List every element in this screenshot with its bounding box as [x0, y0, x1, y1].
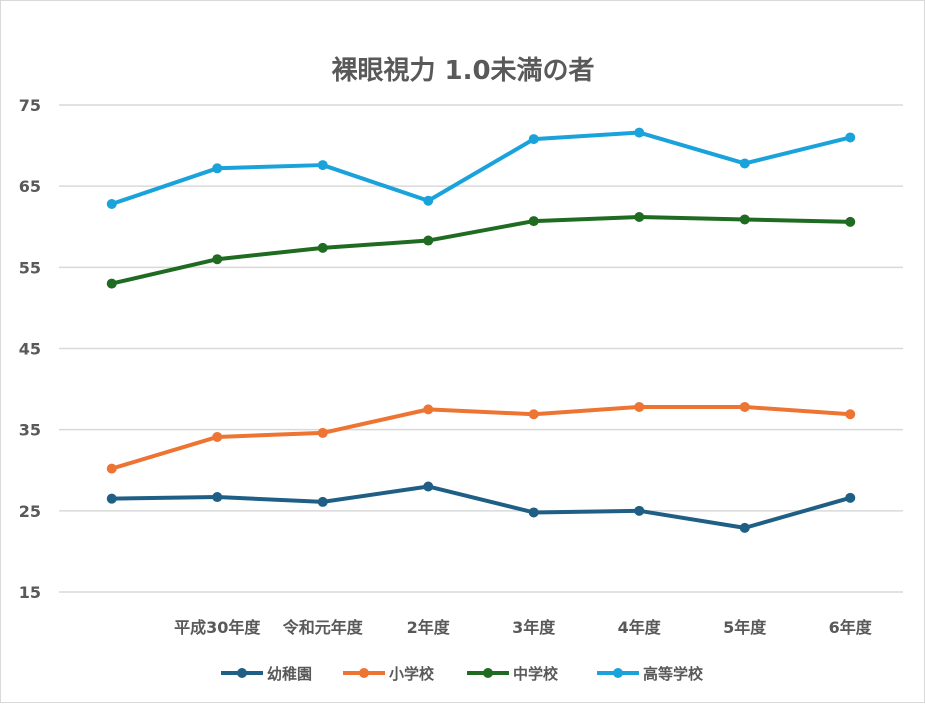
legend-item: 小学校 — [343, 665, 435, 683]
legend-label: 中学校 — [513, 665, 559, 683]
data-point — [212, 492, 223, 503]
legend-label: 幼稚園 — [267, 665, 312, 683]
data-point — [423, 235, 434, 246]
data-point — [212, 163, 223, 174]
data-point — [528, 216, 539, 227]
x-tick-label: 5年度 — [723, 618, 767, 637]
legend-marker — [483, 668, 493, 678]
data-point — [739, 401, 750, 412]
data-point — [634, 212, 645, 223]
y-tick-label: 65 — [19, 177, 41, 196]
y-tick-label: 45 — [19, 340, 41, 359]
series-line — [111, 404, 851, 471]
series-1 — [106, 401, 856, 474]
y-tick-label: 15 — [19, 583, 41, 602]
legend-marker — [359, 668, 369, 678]
y-tick-label: 55 — [19, 258, 41, 277]
data-point — [106, 463, 117, 474]
x-tick-label: 6年度 — [829, 618, 873, 637]
series-line — [111, 484, 851, 530]
legend-marker — [237, 668, 247, 678]
data-point — [106, 199, 117, 210]
y-tick-label: 35 — [19, 421, 41, 440]
series-2 — [106, 212, 856, 289]
data-point — [317, 427, 328, 438]
legend-marker — [613, 668, 623, 678]
x-tick-label: 4年度 — [618, 618, 662, 637]
legend-item: 高等学校 — [597, 665, 704, 683]
data-point — [423, 481, 434, 492]
y-tick-label: 75 — [19, 96, 41, 115]
data-point — [106, 278, 117, 289]
data-point — [634, 505, 645, 516]
legend-item: 中学校 — [467, 665, 559, 683]
data-point — [845, 409, 856, 420]
data-point — [528, 134, 539, 145]
chart-title: 裸眼視力 1.0未満の者 — [331, 56, 594, 86]
data-point — [845, 132, 856, 143]
data-point — [423, 195, 434, 206]
data-point — [423, 404, 434, 415]
x-tick-label: 3年度 — [512, 618, 556, 637]
data-point — [634, 401, 645, 412]
data-point — [739, 158, 750, 169]
legend-item: 幼稚園 — [221, 665, 312, 683]
series-line — [111, 130, 851, 206]
series-0 — [106, 481, 856, 533]
legend-label: 高等学校 — [643, 665, 704, 683]
data-point — [317, 160, 328, 171]
data-point — [317, 242, 328, 253]
data-point — [106, 493, 117, 504]
x-tick-label: 令和元年度 — [282, 618, 364, 637]
x-tick-label: 平成30年度 — [174, 618, 261, 637]
data-point — [212, 254, 223, 265]
y-tick-label: 25 — [19, 502, 41, 521]
legend-label: 小学校 — [389, 665, 435, 683]
data-point — [845, 216, 856, 227]
data-point — [845, 492, 856, 503]
data-point — [528, 409, 539, 420]
data-point — [212, 431, 223, 442]
series-3 — [106, 127, 856, 210]
data-point — [739, 522, 750, 533]
data-point — [528, 507, 539, 518]
x-tick-label: 2年度 — [407, 618, 451, 637]
data-point — [634, 127, 645, 138]
data-point — [739, 214, 750, 225]
data-point — [317, 496, 328, 507]
series-line — [111, 215, 851, 286]
